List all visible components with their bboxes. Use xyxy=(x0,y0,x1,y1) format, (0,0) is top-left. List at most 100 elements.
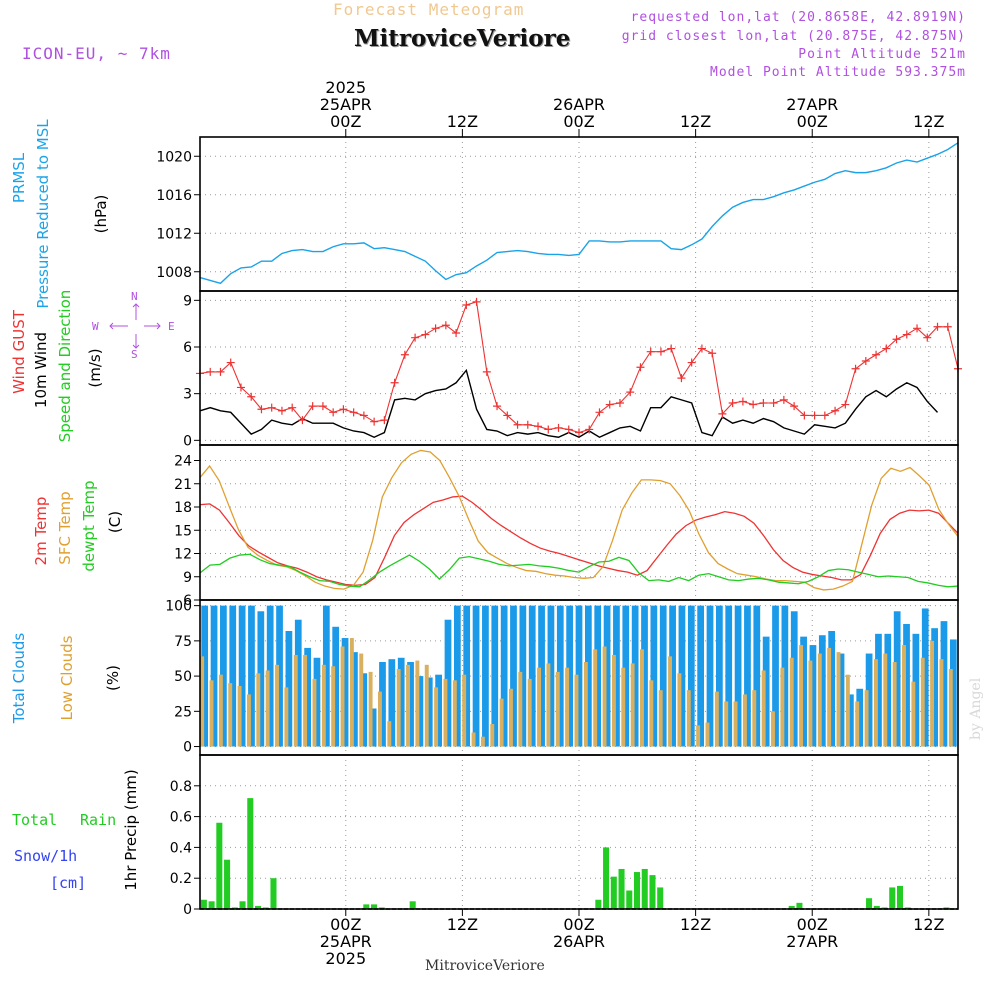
total-clouds-bar xyxy=(828,631,836,747)
total-clouds-bar xyxy=(220,605,227,747)
wind-gust-point xyxy=(769,399,778,407)
wind-gust-point xyxy=(513,420,522,429)
pressure-ytick-label: 1020 xyxy=(156,149,192,165)
wind-gust-point xyxy=(595,408,604,417)
precip-snow-label: Snow/1h xyxy=(14,847,77,865)
precip-bar xyxy=(610,876,617,909)
wind-gust-point xyxy=(656,347,665,356)
wind-gust-point xyxy=(564,425,573,434)
low-clouds-bar xyxy=(902,645,906,747)
wind-gust-point xyxy=(400,350,409,359)
total-clouds-bar xyxy=(556,605,564,747)
wind-gust-point xyxy=(831,406,840,415)
low-clouds-bar xyxy=(630,663,635,747)
clouds-ytick-label: 0 xyxy=(183,740,192,756)
wind-ytick-label: 0 xyxy=(183,433,192,449)
total-clouds-bar xyxy=(940,621,948,747)
total-clouds-bar xyxy=(800,636,807,747)
wind-gust-point xyxy=(861,357,870,365)
low-clouds-bar xyxy=(948,669,953,747)
low-clouds-bar xyxy=(883,653,888,747)
total-clouds-bar xyxy=(397,657,405,747)
low-clouds-bar xyxy=(911,681,916,747)
temperature-ytick-label: 15 xyxy=(174,523,192,539)
total-clouds-bar xyxy=(650,605,658,747)
temp-unit-label: (C) xyxy=(106,511,124,533)
precip-bar xyxy=(633,872,641,909)
wind-gust-point xyxy=(329,408,338,417)
low-clouds-bar xyxy=(546,663,551,747)
precip-bar xyxy=(896,885,904,909)
low-clouds-bar xyxy=(761,670,766,747)
total-clouds-bar xyxy=(641,605,648,747)
total-clouds-bar xyxy=(734,605,742,747)
total-clouds-bar xyxy=(491,605,499,747)
low-clouds-bar xyxy=(892,662,897,747)
low-clouds-bar xyxy=(621,667,626,747)
wind-gust-point xyxy=(534,422,543,431)
wind-gust-point xyxy=(503,411,512,420)
low-clouds-bar xyxy=(406,664,410,747)
total-clouds-bar xyxy=(500,605,508,747)
precip-bar xyxy=(200,899,207,909)
total-clouds-bar xyxy=(725,605,733,747)
wind-speed-direction-label: Speed and Direction xyxy=(56,290,74,443)
low-clouds-bar xyxy=(677,673,682,747)
wind-gust-point xyxy=(687,358,696,367)
low-clouds-bar xyxy=(583,662,588,747)
temperature-ytick-label: 9 xyxy=(183,570,192,586)
temperature-ytick-label: 6 xyxy=(183,593,192,609)
bottom-time-label: 12Z xyxy=(447,915,478,934)
low-clouds-bar xyxy=(574,674,579,747)
total-clouds-bar xyxy=(453,605,461,747)
total-clouds-bar xyxy=(332,626,340,747)
bottom-time-label: 12Z xyxy=(913,915,944,934)
clouds-ytick-label: 25 xyxy=(174,704,192,720)
total-clouds-bar xyxy=(865,653,873,747)
pressure-unit-label: (hPa) xyxy=(92,195,110,234)
wind-gust-point xyxy=(421,330,430,339)
total-clouds-bar xyxy=(678,605,686,747)
temp-2m-label: 2m Temp xyxy=(32,497,50,566)
total-clouds-bar xyxy=(360,673,368,747)
precip-bar xyxy=(866,898,873,909)
total-clouds-bar xyxy=(809,645,817,747)
precip-bar xyxy=(889,887,896,909)
low-clouds-bar xyxy=(780,667,785,747)
low-clouds-bar xyxy=(565,667,570,747)
top-time-label: 12Z xyxy=(913,112,944,131)
top-time-label: 2025 25APR 00Z xyxy=(320,78,372,131)
precip-bar xyxy=(371,904,378,909)
watermark: by Angel xyxy=(968,677,984,740)
total-clouds-bar xyxy=(528,605,536,747)
wind-gust-point xyxy=(872,350,881,359)
pressure-ytick-label: 1012 xyxy=(156,226,192,242)
footer-location: MitroviceVeriore xyxy=(425,958,545,974)
precip-bar xyxy=(247,798,254,909)
low-clouds-bar xyxy=(312,678,317,747)
wind-gust-point xyxy=(554,423,563,432)
precip-bar xyxy=(216,822,223,909)
wind-ytick-label: 9 xyxy=(183,293,192,309)
pressure-ytick-label: 1016 xyxy=(156,188,192,204)
top-time-label: 12Z xyxy=(680,112,711,131)
wind-gust-point xyxy=(800,411,809,420)
low-clouds-bar xyxy=(237,685,242,747)
total-clouds-bar xyxy=(753,605,761,747)
wind-gust-point xyxy=(841,400,850,409)
wind-gust-point xyxy=(575,428,583,437)
precip-rain-label: Rain xyxy=(80,811,116,829)
wind-gust-point xyxy=(697,344,706,353)
wind-gust-point xyxy=(810,411,819,420)
wind-gust-point xyxy=(933,322,942,331)
wind-gust-point xyxy=(288,403,297,412)
low-clouds-bar xyxy=(668,656,673,747)
total-clouds-bar xyxy=(762,636,770,747)
total-clouds-bar xyxy=(322,605,330,747)
total-clouds-bar xyxy=(584,605,592,747)
wind-gust-point xyxy=(913,324,922,333)
total-clouds-label: Total Clouds xyxy=(10,633,28,725)
total-clouds-bar xyxy=(435,674,442,747)
low-clouds-bar xyxy=(462,674,467,747)
precip-ytick-label: 0.6 xyxy=(170,810,192,826)
